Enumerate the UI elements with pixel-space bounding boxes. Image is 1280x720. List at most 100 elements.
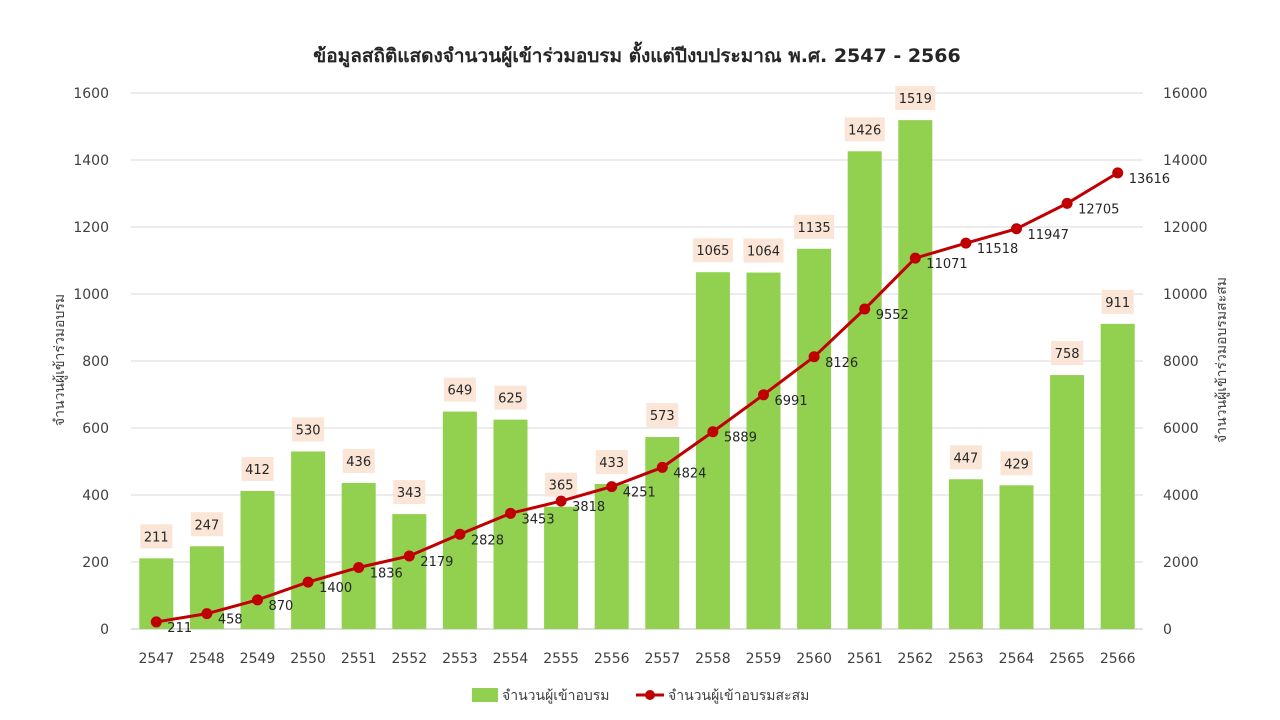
x-tick-label: 2566 <box>1100 651 1136 667</box>
bar <box>847 151 882 630</box>
line-point <box>454 528 466 540</box>
line-point <box>808 351 820 363</box>
line-point <box>859 303 871 315</box>
x-tick-label: 2557 <box>644 651 680 667</box>
line-point <box>403 550 415 562</box>
bar <box>1100 323 1135 629</box>
y-tick-label: 0 <box>100 622 109 638</box>
bar-series <box>139 120 1135 630</box>
line-data-label: 8126 <box>825 356 858 371</box>
y-tick-label: 1400 <box>73 153 109 169</box>
line-point <box>150 616 162 628</box>
line-point <box>758 389 769 401</box>
line-data-label: 458 <box>218 613 243 628</box>
bar-label-box <box>494 385 527 410</box>
line-point <box>606 481 618 493</box>
y2-tick-label: 14000 <box>1163 153 1208 169</box>
bar <box>1050 375 1085 629</box>
bar <box>392 514 427 629</box>
bar-data-label: 911 <box>1105 296 1130 311</box>
y2-tick-label: 16000 <box>1163 86 1208 102</box>
bar-data-label: 530 <box>296 423 321 438</box>
x-tick-label: 2552 <box>391 651 427 667</box>
line-data-label: 2828 <box>471 533 504 548</box>
line-data-label: 13616 <box>1129 172 1170 187</box>
x-tick-label: 2547 <box>138 651 174 667</box>
gridlines <box>131 92 1143 630</box>
bar-data-label: 1065 <box>696 244 729 259</box>
line-series <box>150 167 1124 628</box>
bar <box>746 272 781 629</box>
right-axis-ticks: 0 2000 4000 6000 8000 10000 12000 14000 16000 <box>1163 86 1208 638</box>
legend: จำนวนผู้เข้าอบรม จำนวนผู้เข้าอบรมสะสม <box>472 688 809 704</box>
bar <box>695 272 730 629</box>
y2-tick-label: 8000 <box>1163 354 1199 370</box>
bar-label-box <box>1101 289 1134 314</box>
bar-data-label: 573 <box>650 409 675 424</box>
bar-data-label: 625 <box>498 392 523 407</box>
bar <box>341 482 376 629</box>
line-data-label: 4251 <box>623 486 656 501</box>
line-data-label: 2179 <box>420 555 453 570</box>
line-data-label: 6991 <box>775 394 808 409</box>
x-tick-label: 2565 <box>1049 651 1085 667</box>
y-tick-label: 600 <box>82 421 109 437</box>
bar-label-box <box>595 449 628 474</box>
line-point <box>505 507 516 519</box>
bar-data-label: 211 <box>144 530 169 545</box>
cumulative-line <box>156 171 1119 624</box>
bar-label-box <box>393 480 426 505</box>
bar-label-box <box>545 472 578 497</box>
line-point <box>656 461 668 473</box>
bar-data-label: 1519 <box>899 92 932 107</box>
bar-label-box <box>292 417 325 442</box>
line-point <box>555 495 567 507</box>
y-tick-label: 400 <box>82 488 109 504</box>
bar-label-box <box>844 117 885 142</box>
bar-label-box <box>190 512 223 537</box>
y2-tick-label: 12000 <box>1163 220 1208 236</box>
bar <box>493 419 528 629</box>
x-tick-label: 2549 <box>240 651 276 667</box>
bar-data-label: 412 <box>245 463 270 478</box>
line-point <box>707 426 719 438</box>
legend-bar-swatch <box>472 688 498 702</box>
bar <box>594 483 629 629</box>
bar-data-label: 433 <box>599 456 624 471</box>
bar-label-box <box>1000 451 1033 476</box>
x-tick-label: 2563 <box>948 651 984 667</box>
y-tick-label: 1600 <box>73 86 109 102</box>
y2-tick-label: 2000 <box>1163 555 1199 571</box>
line-data-label: 1400 <box>319 581 352 596</box>
bar-data-label: 365 <box>549 479 574 494</box>
line-data-label: 5889 <box>724 431 757 446</box>
x-axis-ticks: 2547 2548 2549 2550 2551 2552 2553 2554 2555 2556… <box>138 651 1135 667</box>
bar <box>291 451 326 629</box>
y2-tick-label: 6000 <box>1163 421 1199 437</box>
line-point <box>252 594 263 606</box>
bar <box>442 411 477 629</box>
legend-bar-label: จำนวนผู้เข้าอบรม <box>502 688 610 704</box>
bar-label-box <box>692 238 733 263</box>
x-tick-label: 2550 <box>290 651 326 667</box>
y2-axis-title: จำนวนผู้เข้าร่วมอบรมสะสม <box>1214 277 1230 443</box>
line-data-label: 4824 <box>673 466 706 481</box>
line-point <box>909 252 921 264</box>
left-axis-ticks: 0 200 400 600 800 1000 1200 1400 1600 <box>73 86 109 638</box>
line-data-label: 3453 <box>522 512 555 527</box>
x-tick-label: 2558 <box>695 651 731 667</box>
x-tick-label: 2564 <box>999 651 1035 667</box>
bar-label-box <box>342 448 375 473</box>
bar-label-box <box>140 524 173 549</box>
bar-label-box <box>646 403 679 428</box>
line-point <box>960 237 972 249</box>
bar-data-label: 247 <box>194 518 219 533</box>
bar <box>240 490 275 629</box>
legend-line-label: จำนวนผู้เข้าอบรมสะสม <box>668 688 809 704</box>
y-tick-label: 200 <box>82 555 109 571</box>
bar-label-box <box>794 214 835 239</box>
x-tick-label: 2551 <box>341 651 377 667</box>
legend-line-marker <box>645 690 655 700</box>
bar-data-label: 758 <box>1055 347 1080 362</box>
